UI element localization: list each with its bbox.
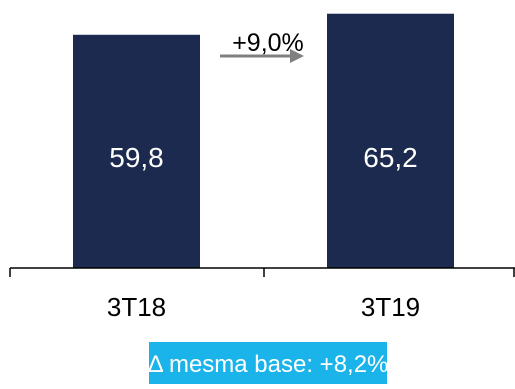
bar-value-label: 65,2 [363,142,418,173]
labels-layer: 59,8 3T18 65,2 3T19 [107,142,420,322]
growth-arrow-head [290,49,304,63]
note-label: Δ mesma base: +8,2% [148,351,389,378]
bars-layer [73,13,454,268]
category-label: 3T19 [361,292,420,322]
growth-annotation: +9,0% [220,29,304,63]
bar-3t19 [327,13,454,268]
bar-3t18 [73,34,200,268]
note-box [149,342,387,384]
category-label: 3T18 [107,292,166,322]
bar-value-label: 59,8 [109,142,164,173]
